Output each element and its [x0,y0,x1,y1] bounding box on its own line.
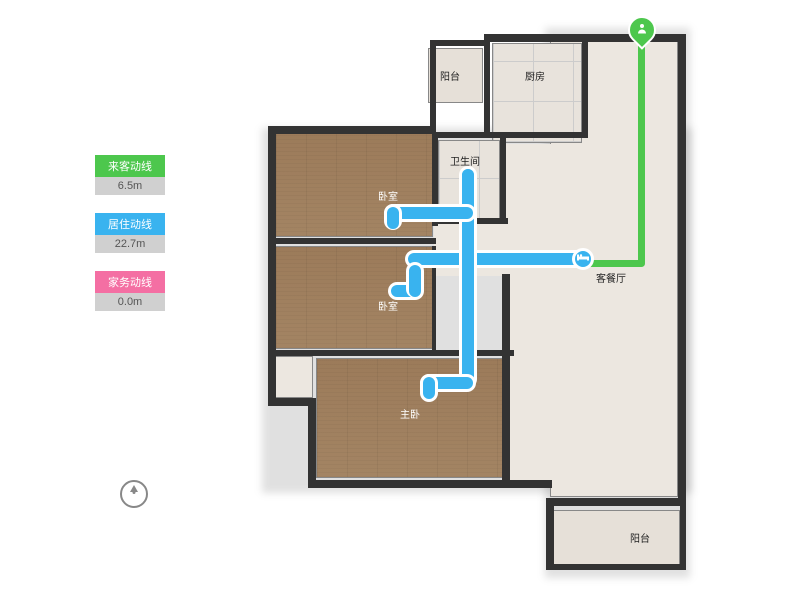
living-node-icon [572,248,594,270]
route-living [387,207,399,229]
wall [582,40,588,138]
route-living [462,169,474,189]
wall [268,126,436,134]
legend-living-label: 居住动线 [95,213,165,235]
route-living [408,253,584,265]
label-balcony-top: 阳台 [440,68,460,83]
wall [430,40,436,134]
wall [502,274,510,486]
wall [484,40,490,138]
wall [680,504,686,570]
floorplan: 阳台 厨房 卫生间 卧室 卧室 主卧 客餐厅 阳台 [250,18,695,583]
label-balcony-bottom: 阳台 [630,530,650,545]
wall [546,498,554,570]
legend: 来客动线 6.5m 居住动线 22.7m 家务动线 0.0m [95,155,165,329]
wall [430,40,490,46]
person-icon [636,23,648,38]
room-space2 [508,274,556,480]
room-space [506,144,554,224]
wall [308,398,316,486]
wall [500,132,506,222]
route-guest [638,38,645,266]
route-living [462,169,474,385]
room-kitchen [492,43,582,143]
label-master: 主卧 [400,406,420,421]
wall [268,238,436,244]
label-bathroom: 卫生间 [450,153,480,168]
legend-living-value: 22.7m [95,235,165,253]
legend-chores-value: 0.0m [95,293,165,311]
wall [546,498,686,506]
wall [268,398,314,406]
legend-guest-label: 来客动线 [95,155,165,177]
legend-guest-value: 6.5m [95,177,165,195]
wall [268,126,276,404]
route-living [409,265,421,297]
wall [432,132,587,138]
label-bedroom1: 卧室 [378,188,398,203]
label-kitchen: 厨房 [525,68,545,83]
compass-icon [120,480,148,508]
wall [268,350,514,356]
route-living [423,377,435,399]
wall [546,564,686,570]
label-bedroom2: 卧室 [378,298,398,313]
wall [678,34,686,504]
legend-chores: 家务动线 0.0m [95,271,165,311]
label-living: 客餐厅 [596,270,626,285]
room-notch [275,356,313,398]
legend-guest: 来客动线 6.5m [95,155,165,195]
room-balcony-bottom [552,510,680,565]
legend-living: 居住动线 22.7m [95,213,165,253]
legend-chores-label: 家务动线 [95,271,165,293]
wall [308,480,508,488]
bed-icon [577,253,589,266]
